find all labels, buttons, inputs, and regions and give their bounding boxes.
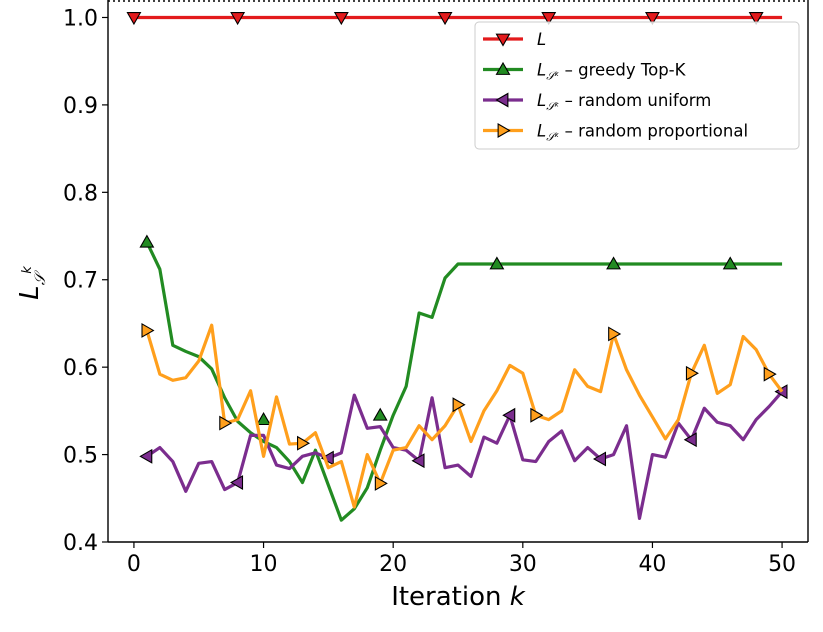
legend-marker-swatch: [495, 92, 509, 108]
legend-item-3: L𝒮ᵏ – random uniform: [483, 91, 711, 113]
series-2-point: [372, 407, 388, 421]
legend-label: L𝒮ᵏ – random uniform: [537, 91, 711, 113]
series-4: [141, 322, 784, 509]
legend-label: L𝒮ᵏ – random proportional: [537, 122, 748, 144]
legend-box: [474, 21, 800, 150]
y-tick-label: 0.8: [63, 181, 98, 206]
series-layer: [126, 12, 788, 522]
x-tick-label: 20: [379, 552, 407, 577]
series-1-point: [748, 12, 764, 26]
series-1-point: [333, 12, 349, 26]
series-4-line: [145, 323, 784, 509]
series-4-point: [374, 475, 388, 491]
series-4-point: [685, 365, 699, 381]
series-3-point: [230, 475, 244, 491]
x-tick-label: 50: [768, 552, 796, 577]
legend-label: L: [537, 30, 546, 49]
y-axis-label-text: L𝒮k: [15, 266, 49, 300]
series-4-point: [219, 415, 233, 431]
axes-frame: [107, 0, 809, 543]
legend-label: L𝒮ᵏ – greedy Top-K: [537, 61, 687, 83]
legend-item-2: L𝒮ᵏ – greedy Top-K: [483, 61, 687, 83]
y-tick-label: 0.5: [63, 444, 98, 469]
series-2: [139, 234, 783, 522]
legend-marker-swatch: [495, 33, 511, 47]
x-tick-label: 30: [509, 552, 537, 577]
x-tick-label: 40: [638, 552, 666, 577]
y-tick-label: 1.0: [63, 6, 98, 31]
x-tick-label: 0: [127, 552, 141, 577]
series-1: [126, 12, 783, 26]
series-4-point: [297, 435, 311, 451]
x-axis-label: Iteration k: [391, 582, 526, 612]
series-4-point: [763, 366, 777, 382]
tick-layer: 0 10 20 30 40 50 0.4 0.5 0.6 0.7 0.8 0.9 1.0: [63, 6, 796, 577]
series-2-point: [489, 256, 505, 270]
series-3-point: [683, 432, 697, 448]
series-4-point: [141, 322, 155, 338]
series-3-point: [139, 448, 153, 464]
series-4-point: [530, 407, 544, 423]
legend-marker-swatch: [497, 123, 511, 138]
series-1-point: [437, 12, 453, 26]
series-3-point: [592, 451, 607, 467]
legend: L L𝒮ᵏ – greedy Top-K L𝒮ᵏ – random uniform L…: [474, 21, 800, 150]
series-1-point: [126, 12, 142, 26]
y-tick-label: 0.6: [63, 356, 98, 381]
legend-item-1: L: [483, 30, 546, 49]
series-2-point: [606, 256, 622, 270]
legend-item-4: L𝒮ᵏ – random proportional: [483, 122, 748, 144]
y-tick-label: 0.9: [63, 94, 98, 119]
y-tick-label: 0.4: [63, 531, 98, 556]
series-3-point: [411, 453, 425, 469]
series-2-point: [256, 412, 272, 426]
series-2-point: [722, 256, 738, 270]
x-tick-label: 10: [250, 552, 278, 577]
x-axis-label-main: Iteration: [391, 582, 510, 612]
series-3-point: [502, 407, 516, 423]
legend-marker-swatch: [495, 61, 511, 75]
y-tick-label: 0.7: [63, 269, 98, 294]
series-4-point: [452, 397, 466, 413]
series-2-point: [139, 234, 155, 248]
x-axis-label-var: k: [510, 582, 526, 612]
series-1-point: [541, 12, 557, 26]
series-1-point: [644, 12, 660, 26]
series-3-line: [145, 390, 784, 520]
series-4-point: [608, 326, 622, 342]
series-1-point: [230, 12, 246, 26]
y-axis-label: L𝒮k: [15, 266, 49, 300]
